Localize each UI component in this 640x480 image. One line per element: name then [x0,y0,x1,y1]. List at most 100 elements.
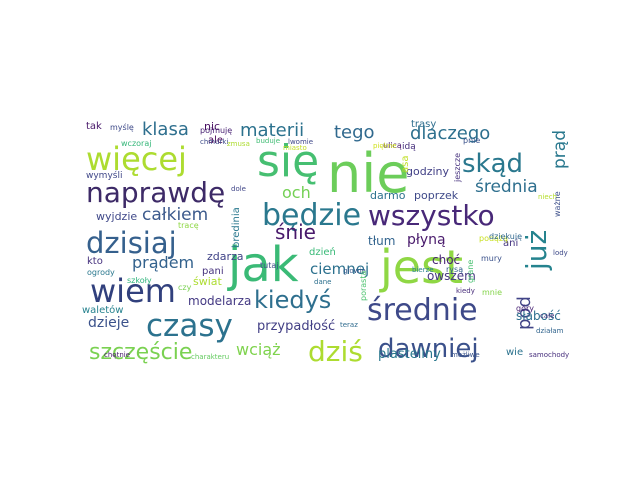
cloud-word: idą [402,142,416,152]
cloud-word: lody [553,249,568,257]
cloud-word: mury [481,254,502,263]
cloud-word: już [520,230,553,271]
cloud-word: dawniej [378,334,479,364]
cloud-word: piękne [373,142,397,150]
cloud-word: samochody [529,351,569,359]
cloud-word: szczęście [89,340,192,365]
cloud-word: mnie [482,288,502,297]
cloud-word: asa [400,156,411,173]
cloud-word: grane [466,260,475,283]
cloud-word: się [257,136,319,187]
cloud-word: wciąż [236,340,281,359]
cloud-word: poprzek [414,189,459,202]
cloud-word: dzień [309,246,336,258]
cloud-word: czy [178,283,192,292]
cloud-word: waletów [82,304,123,316]
cloud-word: ważne [553,191,562,217]
cloud-word: średnie [367,293,478,328]
cloud-word: nic [204,120,220,133]
cloud-word: całkiem [142,205,208,225]
cloud-word: klasa [142,119,189,140]
cloud-word: ale [208,135,223,146]
cloud-word: kto [87,256,103,267]
cloud-word: szkoły [127,276,152,285]
cloud-word: pojmuję [200,126,232,135]
cloud-word: dziękuję [489,232,522,241]
cloud-word: materii [240,120,304,141]
cloud-word: podążą [479,234,508,243]
cloud-word: wczoraj [121,139,151,148]
cloud-word: tłum [368,234,395,248]
cloud-word: góry [516,303,534,313]
cloud-word: och [282,183,311,202]
cloud-word: jest [379,240,463,294]
cloud-word: godziny [406,165,449,178]
cloud-word: skąd [462,149,523,179]
cloud-word: pod [514,296,535,330]
cloud-word: wymyśli [86,170,122,181]
cloud-word: chmurki [200,138,228,146]
cloud-word: zmusa [227,140,250,148]
cloud-word: modelarza [188,294,251,308]
cloud-word: dzieje [88,315,129,331]
cloud-word: wie [506,347,523,358]
cloud-word: darmo [370,189,406,202]
cloud-word: ani [503,238,518,249]
cloud-word: pani [202,266,224,277]
cloud-word: lwomie [288,138,313,146]
cloud-word: prądem [132,253,194,272]
cloud-word: chętnie [104,351,130,359]
cloud-word: trasy [411,119,436,130]
cloud-word: kiedy [456,287,475,295]
cloud-word: średnia [475,177,538,197]
cloud-word: śnie [275,220,316,244]
cloud-word: porasta [359,271,368,301]
cloud-word: ulicą [383,141,402,150]
cloud-word: jak [227,237,299,293]
cloud-word: owszem [427,269,476,283]
cloud-word: dlaczego [410,123,490,144]
cloud-word: zdarza [207,250,244,263]
cloud-word: dziś [308,335,363,368]
cloud-word: ogrody [87,268,115,277]
cloud-word: naprawdę [86,176,225,209]
cloud-word: dane [314,278,331,286]
cloud-word: wiem [90,272,176,310]
cloud-word: tego [334,122,375,143]
cloud-word: miasto [283,144,307,152]
cloud-word: niech [538,193,557,201]
cloud-word: przypadłość [257,319,335,334]
cloud-word: choć [432,253,460,267]
cloud-word: jeszcze [453,153,462,183]
cloud-word: będzie [262,198,361,233]
cloud-word: nie [327,142,409,205]
cloud-word: głowie [343,267,366,275]
cloud-word: bredinia [231,207,242,248]
cloud-word: słabość [516,309,561,323]
cloud-word: wszystko [368,199,495,232]
cloud-word: plasteliny [378,347,441,362]
cloud-word: dzisiaj [86,226,177,260]
cloud-word: możliwe [451,351,480,359]
cloud-word: tracę [178,221,199,230]
cloud-word: rysą [446,265,463,274]
cloud-word: płyną [407,232,446,248]
cloud-word: czasy [146,308,233,344]
cloud-word: działam [536,327,564,335]
cloud-word: prąd [550,130,570,169]
cloud-word: buduje [256,137,280,145]
cloud-word: ciemnej [310,260,369,278]
cloud-word: tak [86,121,102,132]
cloud-word: bierze [412,266,434,274]
cloud-word: pnie [463,136,480,145]
cloud-word: myślę [110,122,134,132]
cloud-word: więcej [86,140,187,178]
cloud-word: kiedyś [254,286,331,314]
cloud-word: charakteru [191,353,229,361]
cloud-word: świat [193,275,223,288]
cloud-word: tutaj [260,261,278,270]
cloud-word: dole [231,185,246,193]
cloud-word: wyjdzie [96,210,137,223]
cloud-word: teraz [340,321,358,329]
